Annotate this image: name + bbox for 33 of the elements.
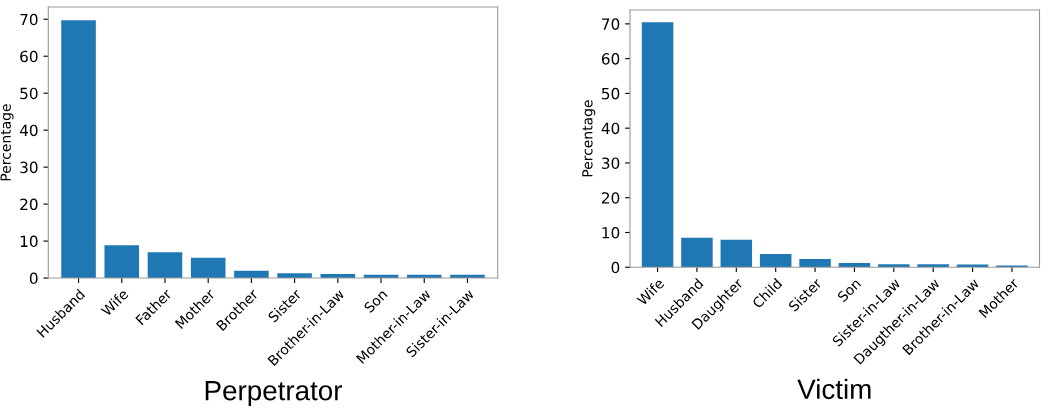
y-tick-label: 50 bbox=[602, 87, 620, 100]
y-tick-label: 70 bbox=[602, 18, 620, 30]
y-tick-label: 50 bbox=[20, 87, 38, 100]
bar bbox=[681, 237, 713, 268]
bar bbox=[956, 264, 989, 268]
bar bbox=[838, 263, 871, 268]
y-tick-label: 20 bbox=[20, 198, 38, 211]
y-tick-label: 0 bbox=[611, 261, 620, 274]
y-tick-label: 60 bbox=[20, 50, 38, 63]
y-tick-label: 20 bbox=[601, 192, 620, 204]
y-tick-label: 10 bbox=[20, 235, 38, 248]
bar bbox=[917, 264, 949, 268]
y-tick-label: 30 bbox=[20, 161, 38, 174]
bar bbox=[104, 245, 140, 279]
y-tick-label: 40 bbox=[19, 124, 38, 137]
bar bbox=[759, 254, 792, 268]
y-tick-label: 30 bbox=[602, 157, 620, 169]
x-axis-title: Victim bbox=[797, 378, 871, 400]
bar bbox=[190, 257, 226, 279]
bar bbox=[878, 264, 910, 268]
y-tick-label: 10 bbox=[602, 226, 620, 239]
bar bbox=[147, 252, 183, 279]
y-tick-label: 0 bbox=[29, 272, 38, 285]
y-axis-title: Percentage bbox=[0, 104, 14, 181]
bar bbox=[61, 20, 96, 279]
y-axis-title: Percentage bbox=[582, 100, 596, 177]
bar bbox=[799, 258, 831, 268]
bar bbox=[641, 22, 674, 268]
y-tick-label: 60 bbox=[601, 53, 620, 65]
y-tick-label: 40 bbox=[601, 122, 620, 135]
x-axis-title: Perpetrator bbox=[205, 381, 343, 406]
y-tick-label: 70 bbox=[20, 13, 38, 26]
bar bbox=[720, 239, 753, 268]
